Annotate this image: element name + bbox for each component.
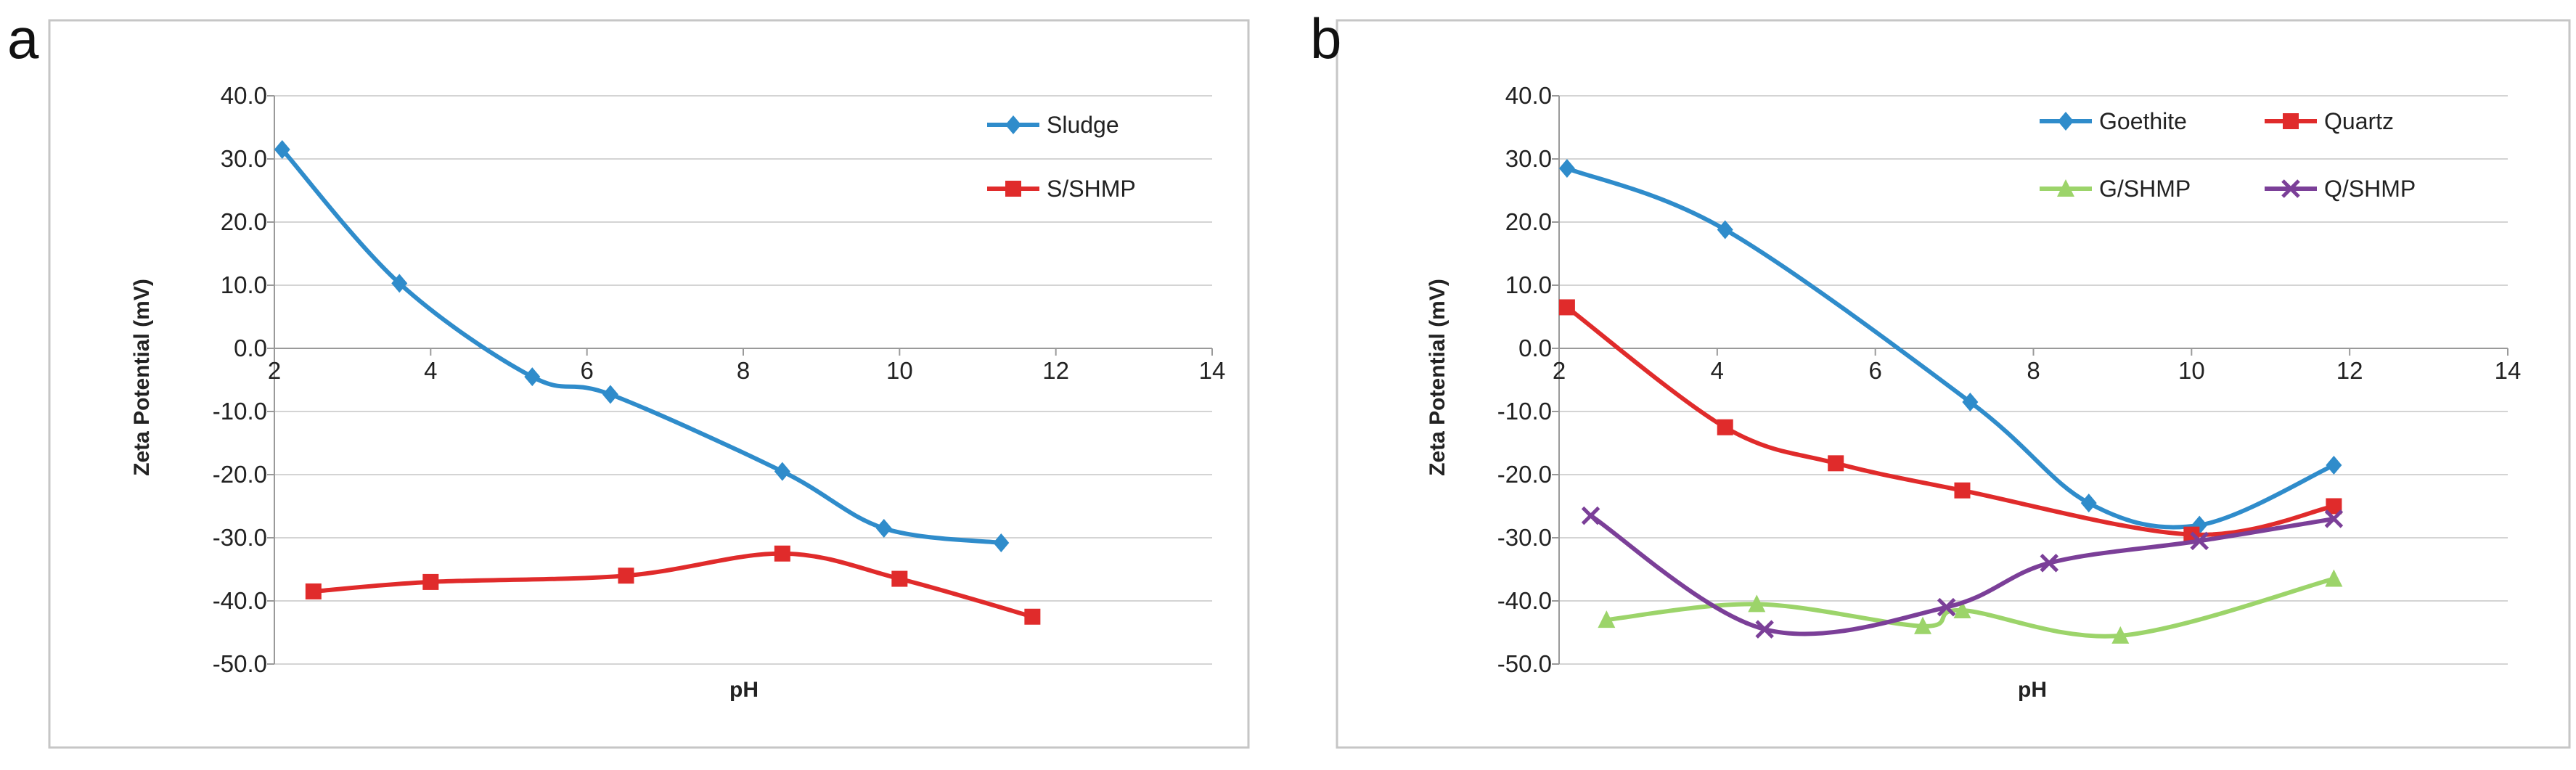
y-tick-label: 10.0 [221, 271, 267, 298]
data-point [305, 583, 322, 599]
series-line-q-shmp [1588, 513, 2336, 636]
y-axis-label: Zeta Potential (mV) [1426, 279, 1449, 476]
data-point [391, 274, 408, 293]
y-tick-label: -30.0 [1497, 524, 1552, 551]
y-tick-label: 0.0 [1518, 335, 1552, 361]
data-point [1755, 620, 1774, 639]
panel-letter: a [7, 7, 39, 70]
x-tick-label: 4 [1711, 357, 1724, 384]
series-line-quartz [1564, 305, 2336, 537]
y-tick-label: 20.0 [1505, 208, 1552, 235]
x-axis-label: pH [729, 678, 759, 702]
x-tick-label: 12 [2336, 357, 2363, 384]
series-line-goethite [1564, 166, 2336, 530]
legend-label: Quartz [2324, 108, 2394, 134]
data-point [1953, 601, 1971, 619]
data-point [1937, 597, 1956, 617]
panel-b: b 40.0 30.0 20.0 10.0 0.0 -10.0 -20.0 -30.0 -40.0… [1310, 7, 2571, 749]
y-tick-label: -40.0 [1497, 587, 1552, 614]
data-point [1717, 419, 1733, 435]
data-point [524, 367, 541, 387]
data-point [1598, 610, 1616, 628]
data-point [891, 570, 908, 587]
y-tick-label: 0.0 [234, 335, 267, 361]
y-tick-label: -10.0 [1497, 398, 1552, 425]
data-point [1748, 594, 1766, 613]
panel-frame [48, 19, 1250, 749]
data-point [2040, 554, 2059, 573]
x-tick-label: 4 [424, 357, 437, 384]
data-point [1962, 392, 1979, 411]
y-tick-label: 20.0 [221, 208, 267, 235]
y-tick-label: 10.0 [1505, 271, 1552, 298]
data-point [2326, 455, 2342, 475]
data-point [274, 139, 290, 159]
panel-letter: b [1310, 7, 1341, 70]
y-tick-label: -20.0 [213, 461, 267, 488]
x-tick-label: 10 [2178, 357, 2205, 384]
data-point [1717, 220, 1733, 239]
legend-label: S/SHMP [1047, 176, 1136, 202]
data-point [1581, 506, 1600, 525]
x-tick-label: 2 [268, 357, 281, 384]
y-tick-label: -30.0 [213, 524, 267, 551]
y-tick-label: 40.0 [221, 82, 267, 109]
data-point [2324, 509, 2344, 528]
data-point [774, 462, 790, 481]
x-tick-label: 2 [1553, 357, 1566, 384]
data-point [618, 568, 634, 584]
data-point [1828, 455, 1844, 472]
legend-marker [2057, 179, 2074, 197]
y-tick-label: -20.0 [1497, 461, 1552, 488]
panel-a: a 40.0 30.0 20.0 10.0 0.0 -10.0 -20.0 -30.0 -40.0… [7, 7, 1250, 749]
y-tick-label: 30.0 [221, 145, 267, 172]
x-tick-label: 10 [886, 357, 913, 384]
legend-label: G/SHMP [2099, 176, 2191, 202]
data-point [422, 573, 439, 590]
data-point [1558, 159, 1575, 179]
x-tick-label: 8 [737, 357, 750, 384]
y-tick-label: -40.0 [213, 587, 267, 614]
legend-marker [2281, 179, 2300, 198]
data-point [2111, 626, 2130, 644]
legend-marker [1005, 115, 1021, 134]
legend-label: Q/SHMP [2324, 176, 2416, 202]
data-point [993, 533, 1010, 552]
y-tick-label: 30.0 [1505, 145, 1552, 172]
legend-label: Sludge [1047, 112, 1119, 138]
x-tick-label: 8 [2027, 357, 2040, 384]
y-tick-label: -50.0 [1497, 650, 1552, 677]
data-point [1914, 616, 1932, 634]
x-tick-label: 6 [1868, 357, 1881, 384]
y-tick-label: 40.0 [1505, 82, 1552, 109]
y-tick-label: -10.0 [213, 398, 267, 425]
legend-marker [2283, 113, 2299, 129]
x-axis-label: pH [2018, 678, 2047, 702]
data-point [2326, 498, 2342, 515]
data-point [1558, 299, 1575, 316]
data-point [1024, 608, 1041, 625]
series-line-g-shmp [1604, 576, 2336, 639]
legend-marker [2058, 112, 2074, 131]
legend-label: Goethite [2099, 108, 2187, 134]
data-point [2190, 531, 2209, 551]
data-point [774, 545, 790, 562]
x-tick-label: 14 [1199, 357, 1226, 384]
y-tick-label: -50.0 [213, 650, 267, 677]
data-point [1954, 482, 1971, 499]
data-point [2325, 569, 2343, 587]
x-tick-label: 6 [580, 357, 593, 384]
y-axis-label: Zeta Potential (mV) [130, 279, 154, 476]
x-tick-label: 14 [2495, 357, 2522, 384]
data-point [875, 518, 892, 538]
legend-marker [1005, 181, 1021, 197]
x-tick-label: 12 [1042, 357, 1069, 384]
data-point [2080, 493, 2097, 513]
data-point [602, 385, 618, 404]
panel-frame [1336, 19, 2571, 749]
